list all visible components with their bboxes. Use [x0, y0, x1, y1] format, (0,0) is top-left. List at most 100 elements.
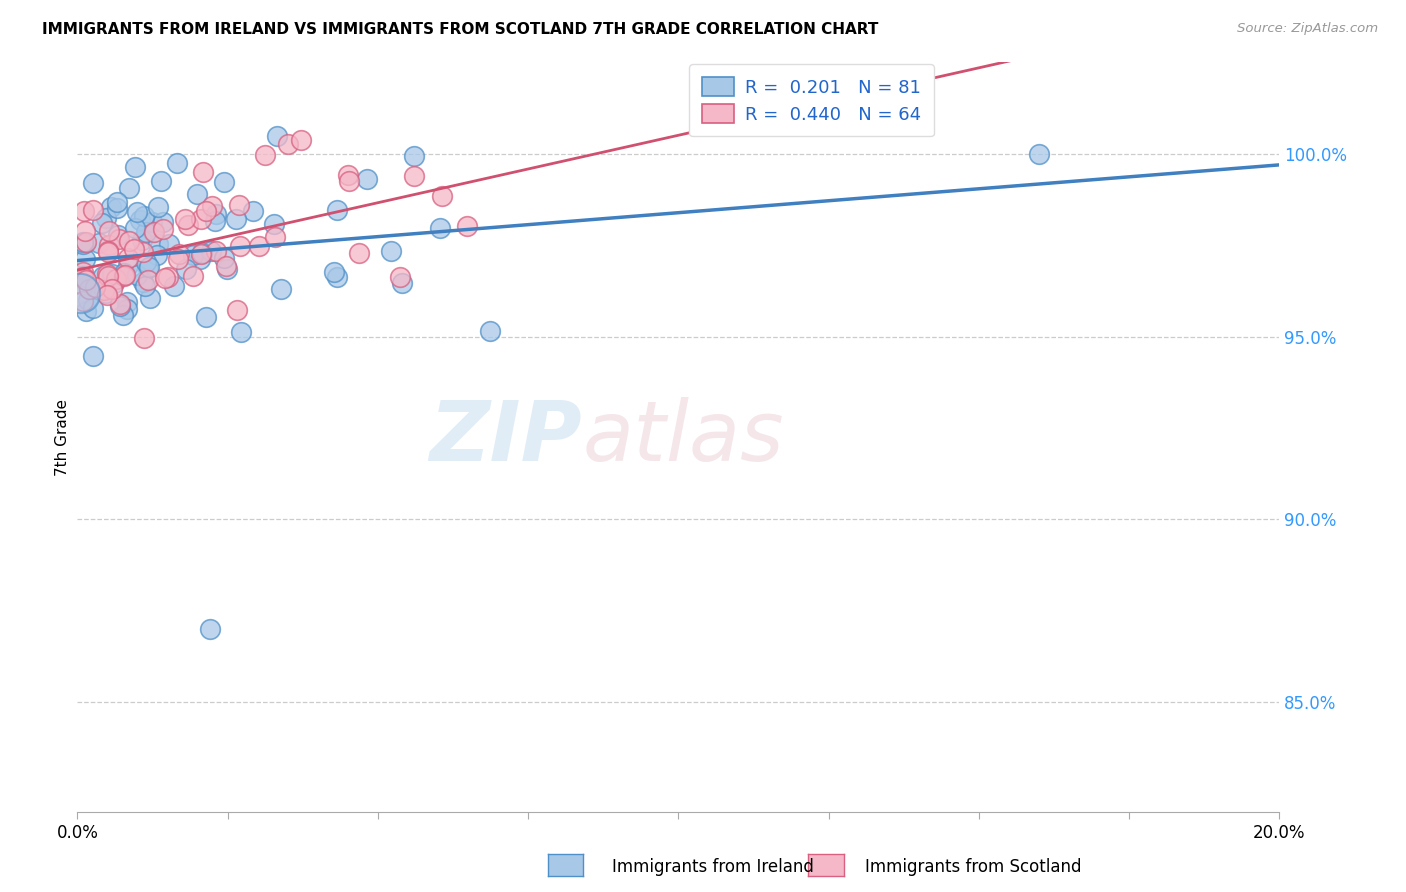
Point	[127, 268, 149, 283]
Point	[146, 248, 169, 262]
Point	[115, 295, 138, 310]
Point	[72, 272, 94, 286]
Point	[326, 203, 349, 218]
Point	[91, 268, 114, 283]
Point	[82, 202, 104, 217]
Point	[247, 239, 270, 253]
Point	[101, 282, 124, 296]
Point	[205, 207, 228, 221]
Point	[404, 169, 426, 183]
Point	[101, 267, 124, 281]
Point	[97, 245, 120, 260]
Point	[131, 245, 153, 260]
Point	[157, 269, 180, 284]
Point	[190, 247, 212, 261]
Point	[181, 268, 204, 283]
Point	[402, 149, 425, 163]
Text: Source: ZipAtlas.com: Source: ZipAtlas.com	[1237, 22, 1378, 36]
Point	[97, 224, 120, 238]
Point	[190, 245, 212, 260]
Point	[157, 237, 180, 252]
Point	[114, 268, 136, 282]
Point	[117, 258, 139, 272]
Point	[76, 293, 98, 307]
Point	[72, 265, 94, 279]
Point	[380, 244, 402, 258]
Point	[226, 303, 249, 318]
Point	[205, 244, 228, 258]
Point	[108, 296, 131, 310]
Point	[111, 309, 134, 323]
Point	[108, 232, 131, 246]
Point	[186, 186, 208, 201]
Point	[174, 261, 197, 276]
Point	[290, 133, 312, 147]
Point	[132, 209, 155, 223]
Point	[188, 252, 211, 266]
Point	[82, 177, 104, 191]
Point	[98, 237, 121, 252]
Point	[107, 227, 129, 242]
Point	[200, 244, 222, 258]
Point	[190, 211, 212, 226]
Point	[347, 246, 370, 260]
Point	[136, 273, 159, 287]
Point	[141, 214, 163, 228]
Point	[72, 237, 94, 252]
Point	[72, 235, 94, 249]
Point	[96, 267, 118, 281]
Point	[73, 252, 96, 267]
Point	[118, 235, 141, 249]
Point	[228, 198, 250, 212]
Point	[277, 137, 299, 152]
Point	[195, 310, 218, 324]
Point	[77, 282, 100, 296]
Point	[322, 265, 344, 279]
Point	[132, 331, 155, 345]
Point	[100, 200, 122, 214]
Point	[429, 221, 451, 235]
Point	[139, 292, 162, 306]
Point	[84, 280, 107, 294]
Point	[122, 242, 145, 256]
Point	[104, 271, 127, 285]
Text: IMMIGRANTS FROM IRELAND VS IMMIGRANTS FROM SCOTLAND 7TH GRADE CORRELATION CHART: IMMIGRANTS FROM IRELAND VS IMMIGRANTS FR…	[42, 22, 879, 37]
Point	[155, 271, 177, 285]
Point	[204, 214, 226, 228]
Point	[229, 238, 252, 252]
Point	[270, 282, 292, 296]
Point	[266, 128, 288, 143]
Point	[391, 276, 413, 290]
Point	[138, 260, 160, 274]
Text: Immigrants from Ireland: Immigrants from Ireland	[612, 858, 814, 876]
Point	[212, 176, 235, 190]
Point	[73, 272, 96, 286]
Point	[96, 288, 118, 302]
Point	[337, 174, 360, 188]
Point	[215, 260, 238, 274]
Point	[131, 233, 153, 247]
Legend: R =  0.201   N = 81, R =  0.440   N = 64: R = 0.201 N = 81, R = 0.440 N = 64	[689, 64, 934, 136]
Point	[143, 225, 166, 239]
Point	[75, 235, 97, 249]
Point	[229, 325, 252, 339]
Point	[134, 279, 156, 293]
Point	[72, 277, 94, 292]
Point	[135, 225, 157, 239]
Point	[73, 224, 96, 238]
Point	[152, 221, 174, 235]
Point	[356, 172, 378, 186]
Text: atlas: atlas	[582, 397, 785, 477]
Point	[142, 226, 165, 240]
Text: Immigrants from Scotland: Immigrants from Scotland	[865, 858, 1081, 876]
Point	[388, 270, 411, 285]
Point	[166, 156, 188, 170]
Point	[479, 324, 502, 338]
Point	[118, 181, 141, 195]
Point	[105, 202, 128, 216]
Point	[150, 174, 173, 188]
Point	[72, 269, 94, 284]
Point	[117, 301, 139, 316]
Point	[201, 199, 224, 213]
Point	[136, 260, 159, 275]
